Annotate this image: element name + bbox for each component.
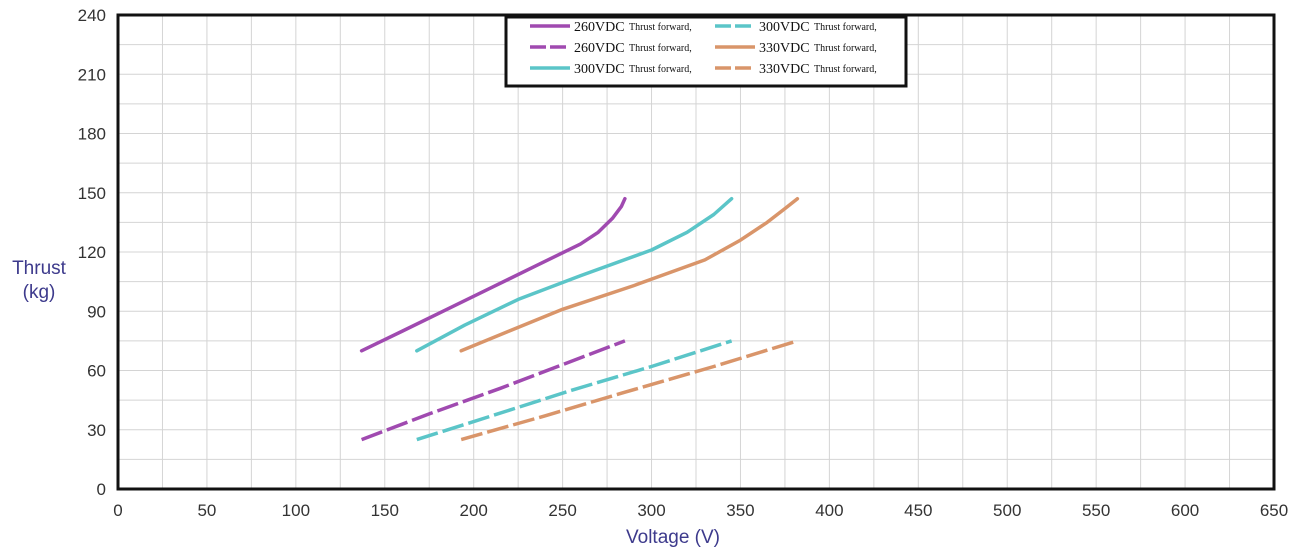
- x-tick-label: 50: [197, 501, 216, 520]
- series-layer: [359, 196, 800, 442]
- y-tick-label: 150: [78, 184, 106, 203]
- x-tick-label: 600: [1171, 501, 1199, 520]
- legend-label-vdc: 260VDC: [574, 20, 625, 35]
- legend-label-vdc: 330VDC: [759, 62, 810, 77]
- y-tick-label: 120: [78, 243, 106, 262]
- legend-label-note: Thrust forward,: [629, 22, 692, 33]
- x-tick-label: 300: [637, 501, 665, 520]
- legend-label-note: Thrust forward,: [814, 64, 877, 75]
- legend-label-vdc: 260VDC: [574, 41, 625, 56]
- y-tick-label: 90: [87, 302, 106, 321]
- y-axis-title-line1: Thrust: [12, 258, 67, 279]
- legend-label-note: Thrust forward,: [814, 22, 877, 33]
- y-tick-label: 210: [78, 65, 106, 84]
- series-line-0: [359, 196, 627, 353]
- legend-label-note: Thrust forward,: [814, 43, 877, 54]
- legend-label-vdc: 300VDC: [759, 20, 810, 35]
- x-tick-label: 350: [726, 501, 754, 520]
- legend-label-note: Thrust forward,: [629, 64, 692, 75]
- legend-label-vdc: 300VDC: [574, 62, 625, 77]
- legend: 260VDC Thrust forward, 260VDC Thrust forwar…: [504, 15, 908, 88]
- x-tick-label: 550: [1082, 501, 1110, 520]
- x-tick-label: 650: [1260, 501, 1288, 520]
- series-line-4: [459, 196, 800, 353]
- y-tick-label: 30: [87, 421, 106, 440]
- y-tick-label: 240: [78, 6, 106, 25]
- x-tick-label: 200: [460, 501, 488, 520]
- legend-box: [504, 15, 908, 88]
- y-axis-title-line2: (kg): [23, 282, 56, 303]
- x-tick-label: 0: [113, 501, 122, 520]
- x-tick-labels: 0 50 100 150 200 250 300 350 400 450 500 550 600 650: [113, 501, 1288, 520]
- y-tick-label: 60: [87, 362, 106, 381]
- y-tick-label: 0: [97, 480, 106, 499]
- x-tick-label: 250: [548, 501, 576, 520]
- legend-label-vdc: 330VDC: [759, 41, 810, 56]
- plot-frame: [116, 13, 1276, 491]
- x-axis-title: Voltage (V): [626, 527, 720, 548]
- series-line-2: [415, 196, 734, 353]
- series-line-3: [416, 339, 733, 442]
- y-tick-labels: 0 30 60 90 120 150 180 210 240: [78, 6, 106, 499]
- x-tick-label: 100: [282, 501, 310, 520]
- x-tick-label: 500: [993, 501, 1021, 520]
- y-tick-label: 180: [78, 125, 106, 144]
- x-tick-label: 400: [815, 501, 843, 520]
- series-line-5: [460, 339, 798, 442]
- x-tick-label: 150: [371, 501, 399, 520]
- legend-label-note: Thrust forward,: [629, 43, 692, 54]
- x-tick-label: 450: [904, 501, 932, 520]
- series-line-1: [360, 339, 626, 442]
